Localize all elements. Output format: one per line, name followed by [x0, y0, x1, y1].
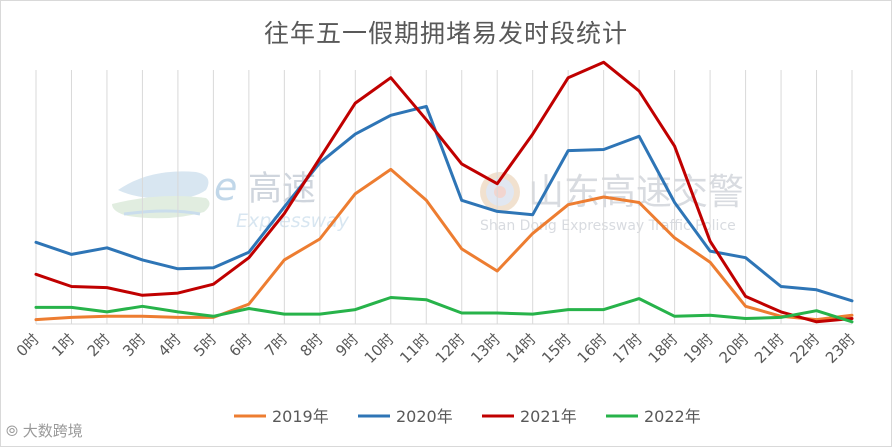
x-tick-label: 5时 [190, 330, 220, 360]
x-tick-label: 20时 [716, 330, 753, 367]
x-tick-label: 4时 [155, 330, 185, 360]
chart-title: 往年五一假期拥堵易发时段统计 [263, 19, 628, 48]
watermark-right-brand-sub: Shan Dong Expressway Traffic Police [480, 218, 736, 234]
x-axis-ticks: 0时 1时 2时 3时 4时 5时 6时 7时 8时 9时10时11时12时13时14时15时16… [13, 330, 859, 367]
legend: 2019年 2020年 2021年 2022年 [234, 407, 701, 426]
watermark-left-brand: 高速 [248, 169, 316, 209]
x-tick-label: 6时 [226, 330, 256, 360]
x-tick-label: 19时 [680, 330, 717, 367]
series-line-0 [34, 167, 854, 322]
x-tick-label: 7时 [261, 330, 291, 360]
legend-label: 2020年 [396, 407, 453, 426]
series-layer [34, 60, 854, 324]
x-tick-label: 13时 [467, 330, 504, 367]
watermark-e-icon: e [214, 165, 237, 209]
corner-watermark: ⦾ 大数跨境 [6, 420, 83, 441]
x-tick-label: 3时 [119, 330, 149, 360]
x-tick-label: 16时 [574, 330, 611, 367]
series-line-2 [34, 60, 854, 324]
x-tick-label: 1时 [48, 330, 78, 360]
x-tick-label: 17时 [609, 330, 646, 367]
x-tick-label: 8时 [297, 330, 327, 360]
grid-layer [35, 70, 853, 325]
legend-label: 2019年 [272, 407, 329, 426]
x-tick-label: 9时 [332, 330, 362, 360]
x-tick-label: 14时 [503, 330, 540, 367]
x-tick-label: 23时 [822, 330, 859, 367]
x-tick-label: 21时 [751, 330, 788, 367]
corner-watermark-text: 大数跨境 [22, 422, 83, 440]
series-line-3 [34, 296, 854, 324]
x-tick-label: 10时 [361, 330, 398, 367]
legend-label: 2022年 [644, 407, 701, 426]
expressway-logo-icon [112, 171, 210, 219]
legend-label: 2021年 [520, 407, 577, 426]
x-tick-label: 15时 [538, 330, 575, 367]
watermark-layer: 高速 e Expressway 山东高速交警 Shan Dong Express… [112, 165, 744, 234]
x-tick-label: 18时 [645, 330, 682, 367]
watermark-right-brand: 山东高速交警 [528, 172, 744, 213]
corner-logo-icon: ⦾ [6, 422, 19, 440]
x-tick-label: 11时 [396, 330, 433, 367]
x-tick-label: 22时 [787, 330, 824, 367]
x-tick-label: 2时 [84, 330, 114, 360]
x-tick-label: 12时 [432, 330, 469, 367]
watermark-left-brand-sub: Expressway [236, 210, 350, 232]
x-tick-label: 0时 [13, 330, 43, 360]
